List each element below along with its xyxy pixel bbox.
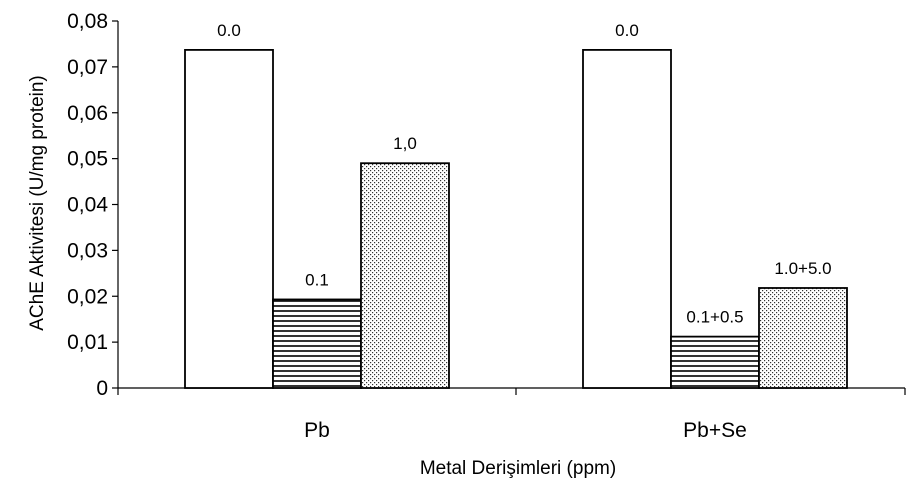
data-label: 0.1+0.5 (686, 308, 743, 327)
y-tick-label: 0,04 (67, 194, 108, 217)
bars (184, 49, 848, 389)
x-tick-label: Pb (304, 419, 330, 442)
bar (582, 49, 672, 389)
data-label: 0.1 (305, 270, 329, 289)
x-axis-title: Metal Derişimleri (ppm) (420, 458, 616, 479)
x-tick-label: Pb+Se (683, 419, 747, 442)
data-label: 0.0 (217, 21, 241, 40)
data-label: 1.0+5.0 (774, 259, 831, 278)
y-tick-label: 0,02 (67, 285, 108, 308)
data-label: 0.0 (615, 21, 639, 40)
y-tick-label: 0,08 (67, 10, 108, 33)
y-tick-label: 0 (96, 377, 108, 400)
y-tick-label: 0,07 (67, 56, 108, 79)
bar (670, 335, 760, 389)
axes: 0 0,01 0,02 0,03 0,04 0,05 0,06 0,07 0,08 (67, 10, 906, 400)
y-tick-label: 0,01 (67, 331, 108, 354)
bar (360, 162, 450, 389)
y-tick-label: 0,06 (67, 102, 108, 125)
y-tick-label: 0,03 (67, 239, 108, 262)
labels: 0.0 0.1 1,0 Pb 0.0 0.1+0.5 1.0+5.0 Pb+Se (217, 21, 831, 442)
bar (272, 298, 362, 389)
bar (184, 49, 274, 389)
y-tick-label: 0,05 (67, 148, 108, 171)
bar (758, 287, 848, 389)
y-axis-title: AChE Aktivitesi (U/mg protein) (27, 75, 48, 331)
data-label: 1,0 (393, 134, 417, 153)
